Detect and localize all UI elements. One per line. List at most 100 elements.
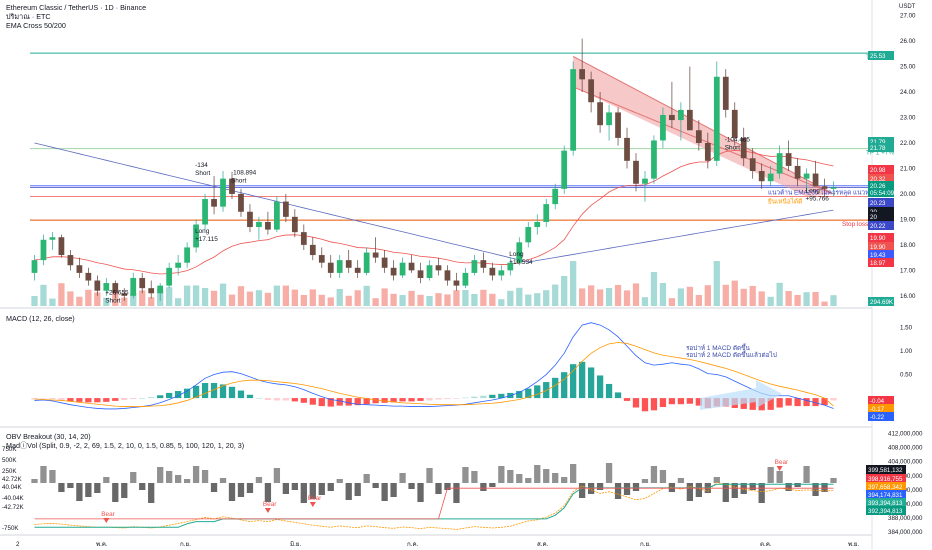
macd-histogram-bar xyxy=(76,398,83,402)
macd-histogram-bar xyxy=(632,398,640,408)
price-tick-label: 23.00 xyxy=(900,115,916,122)
candle-body xyxy=(686,109,693,131)
macd-line xyxy=(34,322,834,410)
volume-bar xyxy=(192,285,200,306)
candle-body xyxy=(776,153,783,174)
candle-body xyxy=(229,178,235,194)
volume-bar xyxy=(713,261,720,306)
macd-histogram-bar xyxy=(776,398,783,408)
price-tag-text: 20.23 xyxy=(870,200,886,207)
obv-tick-label: 384,000,000 xyxy=(888,529,923,536)
candle-body xyxy=(633,160,639,184)
madvol-bar xyxy=(255,477,263,483)
ema50-line xyxy=(34,150,834,275)
madvol-bar xyxy=(767,467,774,483)
macd-histogram-bar xyxy=(587,367,595,399)
madvol-tick-label: 250K xyxy=(2,468,17,475)
macd-histogram-bar xyxy=(435,398,442,400)
macd-histogram-bar xyxy=(264,398,272,400)
candle-body xyxy=(606,112,612,126)
bear-label: Bear xyxy=(263,501,277,508)
currency-label: USDT xyxy=(899,4,916,10)
madvol-bar xyxy=(596,483,604,490)
candle-body xyxy=(651,140,657,179)
price-tag xyxy=(868,165,894,174)
madvol-bar xyxy=(776,471,783,483)
obv-tick-label: 404,000,000 xyxy=(888,459,923,466)
madvol-bar xyxy=(516,474,523,483)
macd-histogram-bar xyxy=(623,398,631,401)
price-tick-label: 22.00 xyxy=(900,140,916,147)
obv-breakout-resistance xyxy=(34,487,834,520)
time-tick-label: 2 xyxy=(16,541,20,548)
ema-note: แนวต้าน EMA200 ไม่ควรหลุด แนวหลุด xyxy=(768,188,877,196)
madvol-bar xyxy=(148,483,155,503)
macd-histogram-bar xyxy=(246,394,254,399)
candle-body xyxy=(444,270,451,281)
macd-tick-label: 1.50 xyxy=(900,324,913,331)
volume-bar xyxy=(237,286,245,306)
volume-bar xyxy=(255,290,263,306)
candle-body xyxy=(462,272,469,286)
madvol-bar xyxy=(192,466,200,483)
signal-sublabel: +95.766 xyxy=(806,195,830,202)
candle-body xyxy=(713,76,720,161)
candle-body xyxy=(570,69,577,151)
macd-histogram-bar xyxy=(534,385,541,399)
macd-histogram-bar xyxy=(201,383,209,399)
madvol-bar xyxy=(731,483,738,498)
price-tag-text: 20 xyxy=(870,214,877,221)
volume-bar xyxy=(354,290,361,306)
macd-histogram-bar xyxy=(381,398,388,403)
volume-bar xyxy=(300,295,307,306)
candle-body xyxy=(579,69,586,80)
macd-histogram-bar xyxy=(121,398,128,400)
volume-bar xyxy=(471,294,478,306)
volume-bar xyxy=(390,293,397,306)
madvol-bar xyxy=(722,483,729,502)
macd-tick-label: 0.50 xyxy=(900,372,913,379)
volume-bar xyxy=(812,292,819,306)
macd-histogram-bar xyxy=(749,398,756,410)
obv-tag-text: 399,581,132 xyxy=(868,467,903,474)
candle-body xyxy=(202,199,208,225)
volume-bar xyxy=(246,291,254,306)
volume-bar xyxy=(148,297,155,306)
candle-body xyxy=(345,260,352,268)
candle-body xyxy=(166,267,173,286)
madvol-bar xyxy=(650,466,658,483)
price-tick-label: 18.00 xyxy=(900,242,916,249)
macd-histogram-bar xyxy=(166,392,173,399)
macd-histogram-bar xyxy=(803,398,810,407)
signal-line xyxy=(34,342,834,407)
volume-bar xyxy=(210,290,218,306)
madvol-bar xyxy=(749,483,756,490)
madvol-bar xyxy=(336,479,343,483)
volume-bar xyxy=(767,296,774,306)
obv-line xyxy=(34,481,834,530)
time-tick-label: มิ.ย. xyxy=(290,541,301,548)
volume-bar xyxy=(776,282,783,306)
madvol-bar xyxy=(67,483,74,488)
price-tag xyxy=(868,174,894,183)
madvol-bar xyxy=(812,483,819,496)
macd-histogram-bar xyxy=(543,382,550,399)
macd-histogram-bar xyxy=(426,398,433,401)
madvol-tick-label: -42.72K xyxy=(2,504,25,511)
madvol-bar xyxy=(830,478,837,483)
madvol-bar xyxy=(112,483,119,502)
candle-body xyxy=(148,288,155,294)
candle-body xyxy=(40,239,47,261)
candle-body xyxy=(130,277,137,296)
price-tag-text: 18.97 xyxy=(870,260,886,267)
volume-bar xyxy=(130,293,137,306)
candle-body xyxy=(67,255,74,266)
candle-body xyxy=(94,280,101,291)
macd-histogram-bar xyxy=(561,372,568,399)
madvol-bar xyxy=(76,483,83,501)
candle-body xyxy=(489,267,496,276)
madvol-bar xyxy=(363,474,370,483)
volume-bar xyxy=(794,295,801,306)
macd-histogram-bar xyxy=(659,398,667,408)
